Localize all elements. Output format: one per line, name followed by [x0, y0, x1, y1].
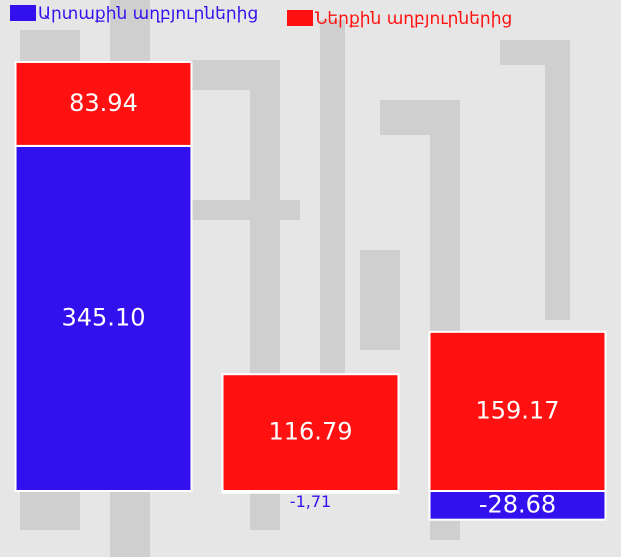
data-label: -1,71 — [290, 492, 331, 511]
data-label: 116.79 — [269, 418, 353, 446]
data-label: 345.10 — [62, 303, 146, 331]
data-label: 83.94 — [69, 89, 138, 117]
bar-segment — [428, 490, 607, 521]
legend-label: Արտաքին աղբյուրներից — [38, 4, 258, 24]
legend-swatch — [10, 5, 36, 21]
data-label: -28.68 — [479, 490, 556, 518]
legend-label: Ներքին աղբյուրներից — [315, 9, 512, 29]
legend-swatch — [287, 10, 313, 26]
bar-segment — [221, 373, 400, 492]
bar-segment — [14, 144, 193, 492]
bar-segment — [428, 330, 607, 492]
bars: 345.10 83.94 -1,71 116.79 -28.68 159.17 — [14, 60, 607, 521]
legend: Արտաքին աղբյուրներից Ներքին աղբյուրներից — [10, 4, 512, 29]
bar-segment — [14, 60, 193, 147]
data-label: 159.17 — [476, 396, 560, 424]
